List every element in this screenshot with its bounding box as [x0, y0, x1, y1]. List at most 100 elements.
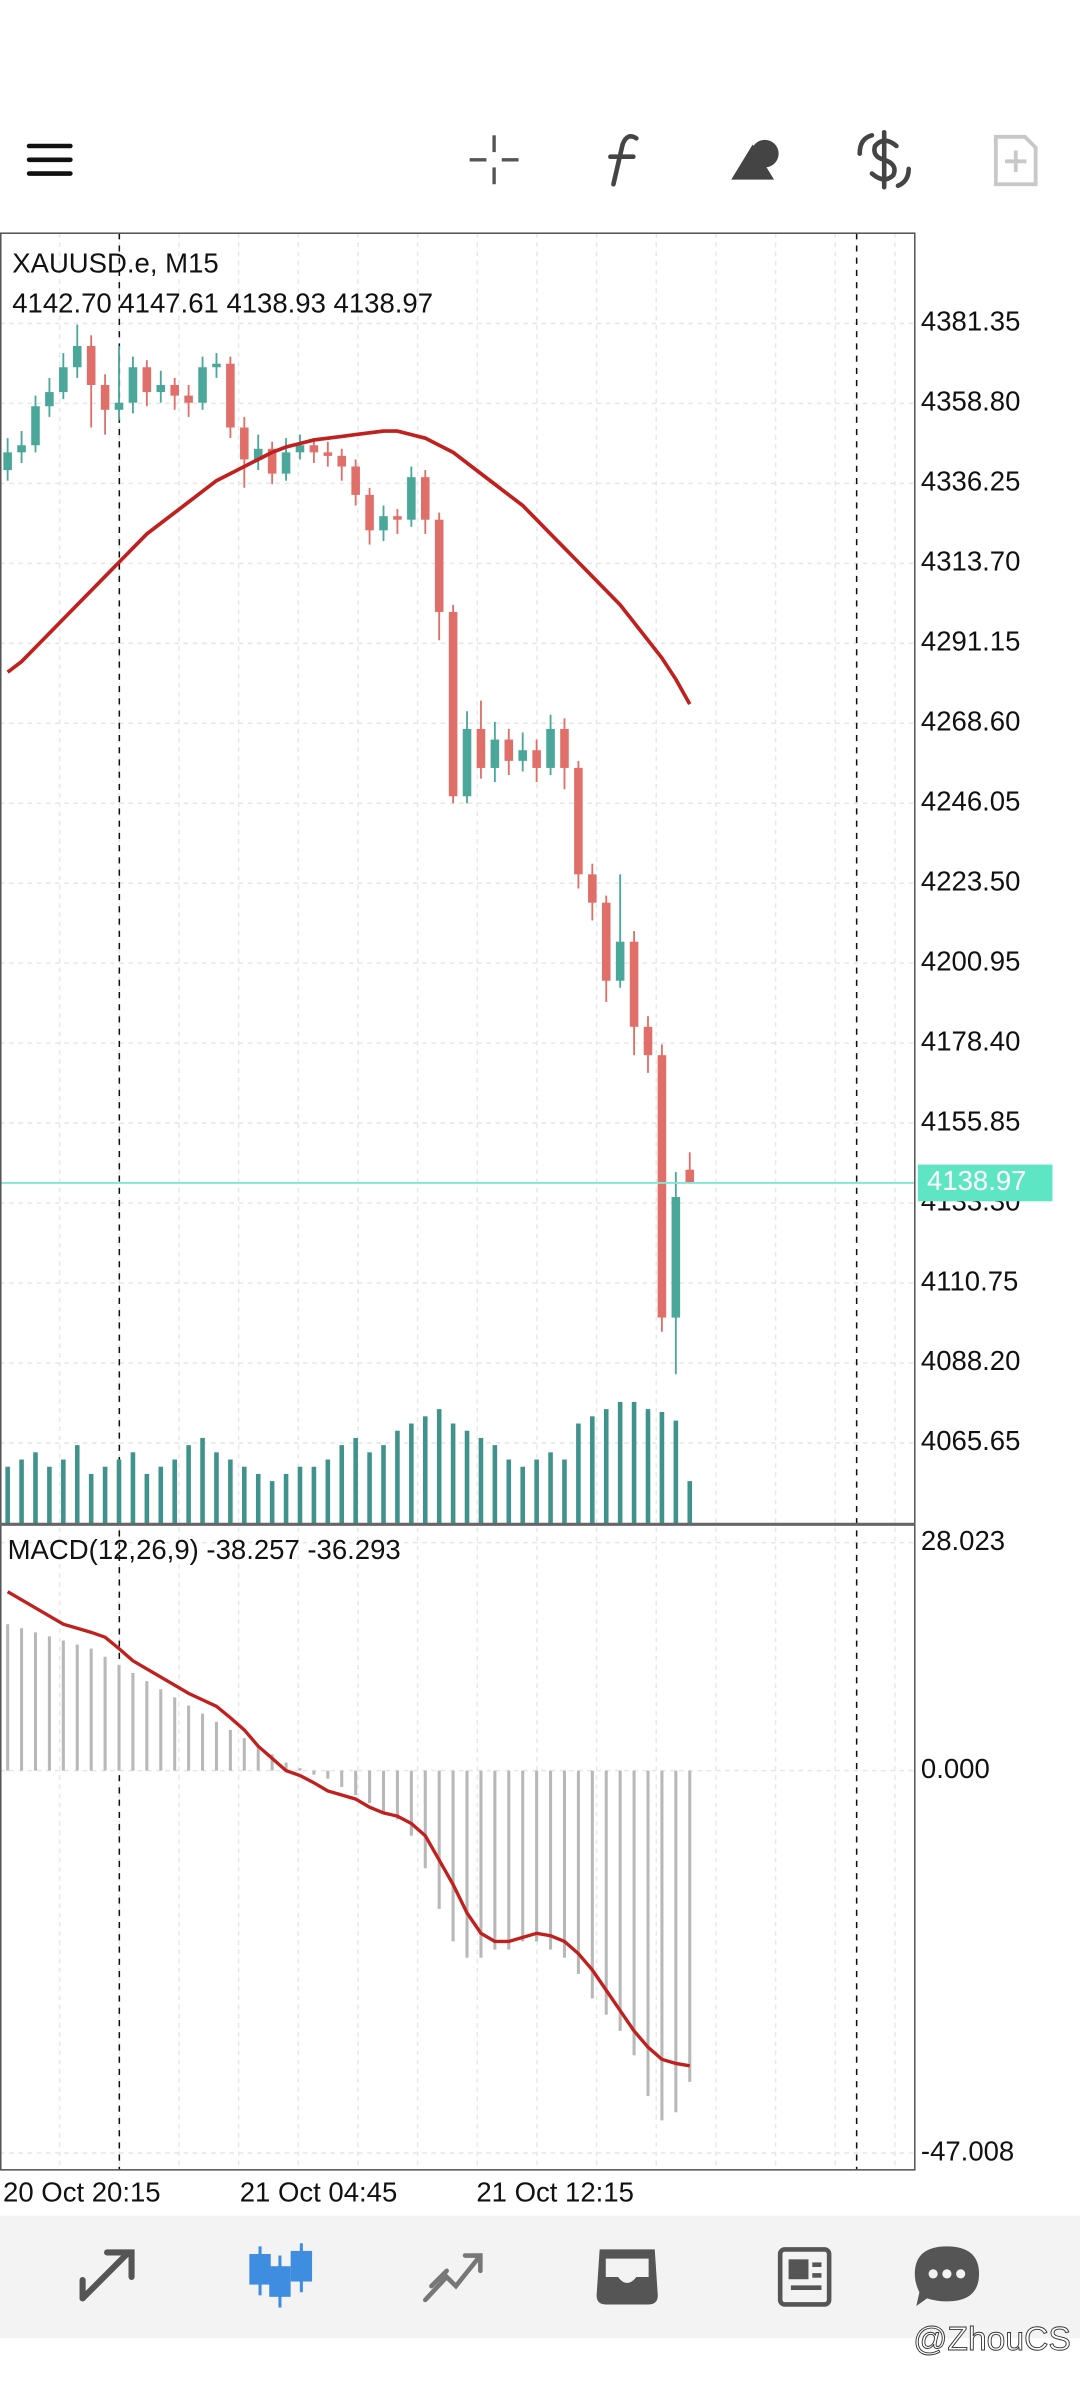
menu-button[interactable]: [26, 143, 73, 176]
y-tick-label: 4268.60: [921, 706, 1020, 737]
candle-body: [59, 367, 68, 393]
macd-histogram-bar: [61, 1640, 65, 1771]
nav-news[interactable]: [777, 2247, 832, 2307]
volume-bar: [562, 1459, 567, 1525]
macd-histogram-bar: [159, 1689, 163, 1771]
indicators-button[interactable]: [608, 134, 639, 187]
volume-bar: [395, 1430, 400, 1525]
candle-body: [574, 767, 583, 875]
objects-button[interactable]: [731, 139, 779, 180]
ohlc-label: 4142.70 4147.61 4138.93 4138.97: [12, 287, 433, 318]
volume-bar: [436, 1409, 442, 1525]
candle-body: [671, 1197, 681, 1318]
candle-body: [253, 448, 263, 460]
y-tick-label: 4381.35: [921, 306, 1020, 337]
macd-histogram-bar: [493, 1770, 497, 1950]
volume-bar: [200, 1437, 205, 1525]
candle-body: [156, 384, 166, 393]
volume-bar: [617, 1401, 623, 1525]
macd-histogram-bar: [75, 1644, 79, 1771]
trade-button[interactable]: [857, 129, 911, 190]
macd-histogram-bar: [284, 1762, 288, 1771]
nav-history[interactable]: [596, 2249, 658, 2305]
macd-histogram-bar: [6, 1624, 10, 1771]
volume-bar: [450, 1423, 456, 1525]
candle-body: [629, 941, 639, 1027]
volume-bar: [409, 1423, 414, 1525]
volume-bar: [116, 1459, 122, 1525]
volume-bar: [130, 1452, 136, 1525]
candle-body: [17, 445, 26, 453]
candle-body: [615, 941, 625, 981]
volume-bar: [283, 1473, 289, 1525]
macd-histogram-bar: [618, 1770, 622, 2031]
volume-bar: [506, 1459, 512, 1525]
volume-bar: [88, 1473, 94, 1525]
macd-histogram-bar: [214, 1721, 218, 1771]
y-tick-label: 4223.50: [921, 865, 1020, 896]
x-tick-label: 20 Oct 20:15: [3, 2177, 161, 2208]
macd-histogram-bar: [660, 1770, 664, 2121]
nav-messages[interactable]: [914, 2246, 980, 2307]
nav-chart[interactable]: [249, 2243, 313, 2308]
candle-body: [100, 384, 110, 410]
volume-bar: [144, 1473, 150, 1525]
macd-histogram-bar: [326, 1770, 330, 1779]
volume-bar: [367, 1452, 372, 1525]
volume-bar: [353, 1437, 358, 1525]
macd-histogram-bar: [298, 1768, 302, 1771]
nav-quotes[interactable]: [79, 2249, 135, 2302]
candle-body: [267, 448, 277, 474]
volume-bar: [172, 1459, 177, 1525]
current-price-label: 4138.97: [927, 1165, 1026, 1196]
macd-histogram-bar: [549, 1770, 553, 1950]
candle-body: [3, 452, 12, 471]
volume-bar: [590, 1416, 595, 1525]
candle-body: [309, 445, 319, 453]
volume-bar: [186, 1445, 191, 1525]
y-tick-label: 4155.85: [921, 1105, 1020, 1136]
candle-body: [128, 367, 138, 403]
macd-histogram-bar: [604, 1770, 608, 2015]
x-tick-label: 21 Oct 12:15: [476, 2177, 634, 2208]
macd-histogram-bar: [201, 1713, 205, 1771]
volume-bar: [269, 1481, 275, 1525]
macd-histogram-bar: [688, 1770, 692, 2082]
macd-histogram-bar: [507, 1770, 511, 1950]
candle-body: [45, 392, 54, 407]
candle-body: [448, 611, 458, 797]
volume-bar: [673, 1420, 679, 1525]
volume-bar: [74, 1445, 80, 1525]
current-price-box: [917, 1164, 1053, 1202]
volume-bar: [242, 1466, 247, 1525]
candle-body: [240, 427, 249, 460]
candle-body: [588, 874, 597, 903]
y-tick-label: 4358.80: [921, 386, 1020, 417]
new-order-button[interactable]: [993, 134, 1038, 187]
macd-histogram-bar: [409, 1770, 413, 1836]
macd-histogram-bar: [423, 1770, 427, 1869]
volume-bar: [61, 1459, 66, 1525]
volume-bar: [158, 1466, 164, 1525]
nav-trade[interactable]: [422, 2253, 483, 2303]
volume-bar: [297, 1466, 303, 1525]
candle-body: [198, 367, 207, 403]
candle-body: [657, 1055, 667, 1318]
crosshair-button[interactable]: [469, 135, 519, 185]
macd-histogram-bar: [270, 1754, 274, 1771]
candle-body: [184, 395, 193, 403]
macd-histogram-bar: [395, 1770, 399, 1820]
candle-body: [281, 452, 291, 474]
macd-histogram-bar: [479, 1770, 483, 1958]
candle-body: [114, 402, 124, 410]
volume-bar: [534, 1459, 539, 1525]
candle-body: [226, 363, 235, 428]
y-tick-label: 28.023: [921, 1525, 1005, 1556]
candle-body: [476, 728, 486, 768]
macd-histogram-bar: [590, 1770, 594, 1999]
candle-body: [142, 367, 152, 393]
candle-body: [420, 477, 430, 520]
volume-bar: [645, 1409, 651, 1525]
